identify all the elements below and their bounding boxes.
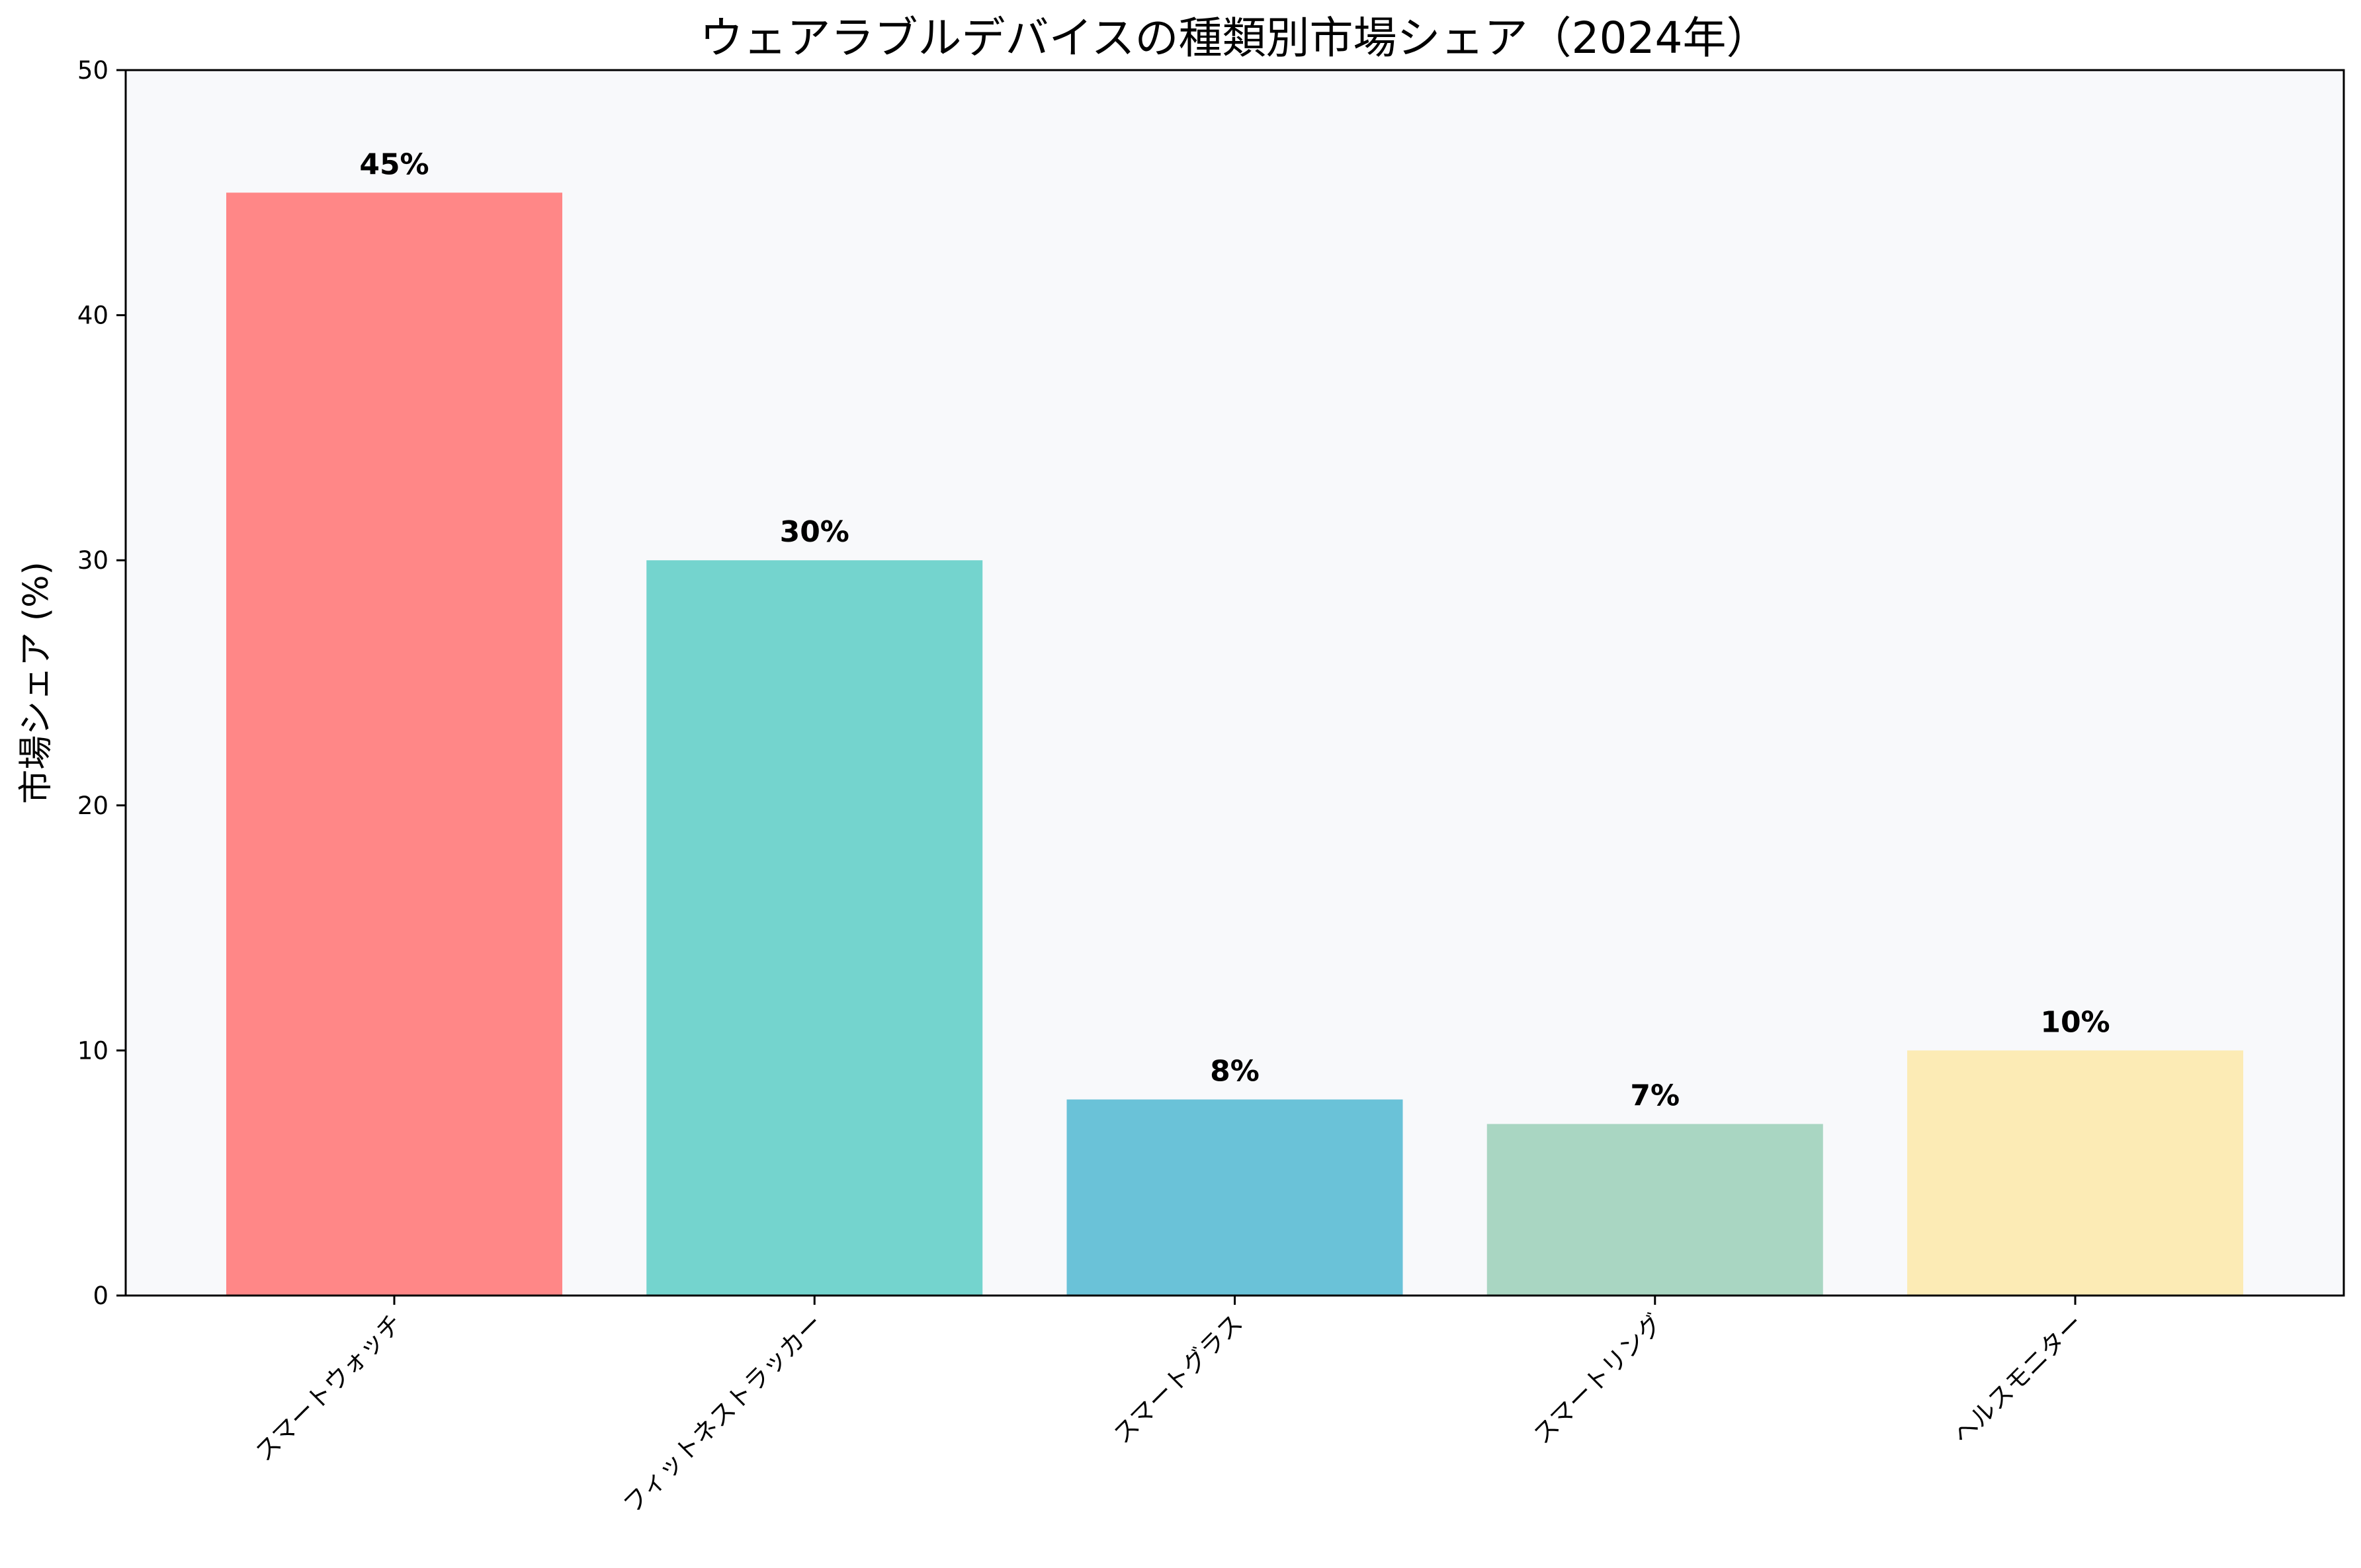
y-tick-label-1: 0 xyxy=(93,1282,108,1310)
y-tick-label-4: 30 xyxy=(77,546,108,575)
bar-2 xyxy=(646,560,983,1296)
data-labels-group: 45% 30% 8% 7% 10% xyxy=(359,147,2110,1112)
bar-5 xyxy=(1907,1050,2243,1296)
data-label-5: 10% xyxy=(2040,1005,2110,1039)
data-label-2: 30% xyxy=(780,515,849,549)
y-tick-label-6: 50 xyxy=(77,56,108,85)
data-label-4: 7% xyxy=(1630,1079,1680,1113)
data-label-3: 8% xyxy=(1210,1055,1260,1089)
bars-group xyxy=(226,192,2243,1296)
y-axis: 0 10 20 30 40 50 xyxy=(77,56,126,1310)
data-label-1: 45% xyxy=(359,147,429,181)
bar-1 xyxy=(226,192,562,1296)
y-tick-label-5: 40 xyxy=(77,302,108,330)
plot-frame xyxy=(124,69,2345,1297)
bar-3 xyxy=(1066,1099,1403,1296)
y-tick-label-3: 20 xyxy=(77,792,108,820)
chart-title: ウェアラブルデバイスの種類別市場シェア（2024年） xyxy=(700,13,1770,63)
bar-4 xyxy=(1486,1124,1823,1296)
y-axis-label: 市場シェア (%) xyxy=(17,561,56,804)
y-tick-label-2: 10 xyxy=(77,1036,108,1065)
